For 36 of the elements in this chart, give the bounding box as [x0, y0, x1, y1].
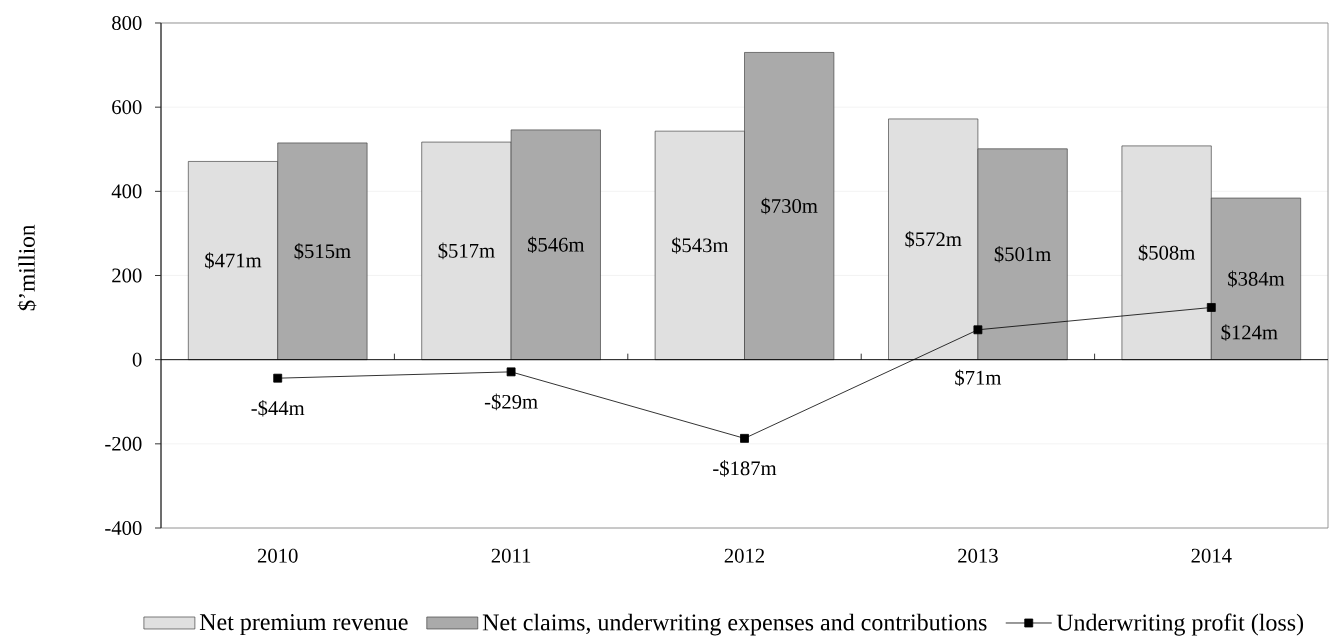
data-label: $730m: [761, 197, 818, 215]
data-label: $543m: [671, 237, 729, 254]
y-tick-label: 600: [112, 100, 142, 115]
legend-label: Underwriting profit (loss): [1056, 613, 1304, 636]
y-tick-label: 200: [112, 268, 142, 283]
data-label: $71m: [955, 369, 1002, 387]
data-label: $124m: [1221, 324, 1278, 341]
point: [973, 325, 983, 335]
data-label: $515m: [294, 243, 351, 260]
data-label: $517m: [438, 242, 495, 260]
point: [506, 367, 516, 377]
y-tick-label: -400: [105, 521, 142, 535]
data-label: $572m: [905, 231, 962, 248]
x-tick-label: 2010: [257, 548, 298, 563]
y-tick-label: 800: [112, 16, 142, 30]
data-label: $501m: [994, 245, 1051, 263]
data-label: $546m: [527, 236, 585, 254]
data-label: -$29m: [484, 393, 538, 411]
x-tick-label: 2011: [491, 548, 531, 563]
y-tick-label: -200: [105, 436, 142, 451]
legend-label: Net claims, underwriting expenses and contributions: [482, 613, 987, 636]
data-label: $471m: [205, 252, 262, 269]
y-axis-title: $’million: [17, 224, 37, 311]
x-tick-label: 2012: [724, 548, 765, 563]
point: [740, 433, 749, 443]
data-label: -$44m: [251, 399, 305, 417]
data-label: -$187m: [713, 460, 777, 477]
x-tick-label: 2013: [958, 548, 998, 563]
point: [1206, 303, 1216, 312]
data-label: $508m: [1138, 244, 1195, 262]
y-tick-label: 0: [132, 352, 142, 367]
x-tick-label: 2014: [1191, 548, 1232, 563]
y-tick-label: 400: [111, 184, 142, 199]
legend-label: Net premium revenue: [199, 614, 408, 636]
data-label: $384m: [1228, 270, 1285, 288]
point: [273, 373, 283, 383]
